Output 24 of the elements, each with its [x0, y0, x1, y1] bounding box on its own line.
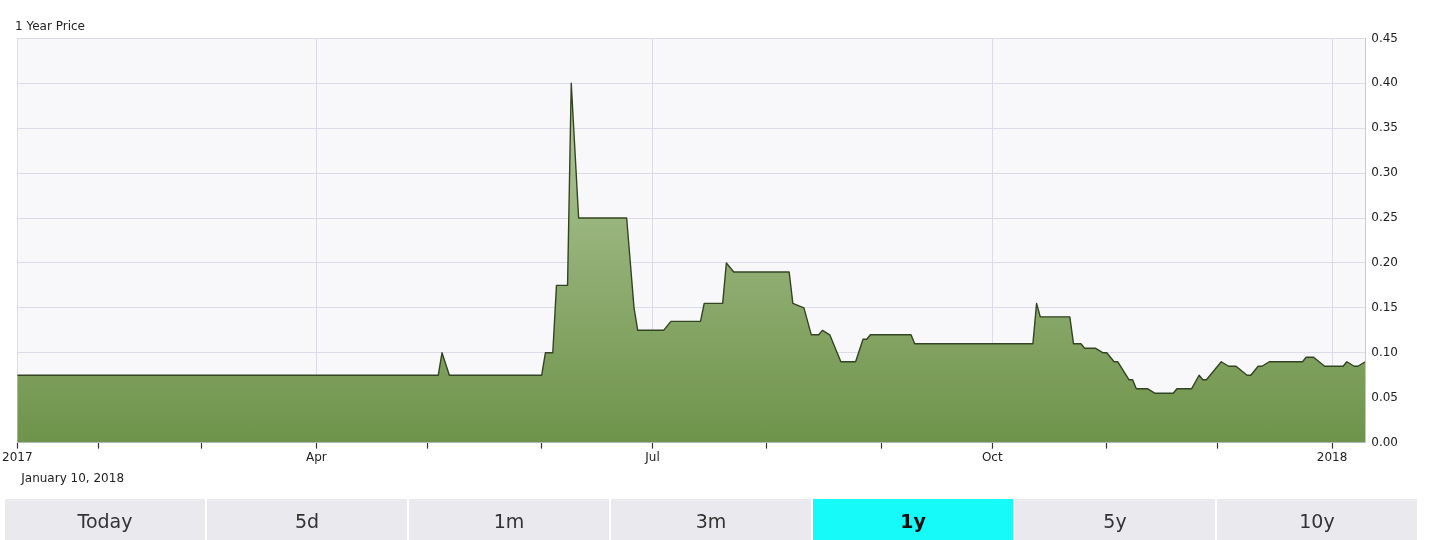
y-tick-label: 0.20 — [1371, 255, 1398, 270]
y-tick-label: 0.10 — [1371, 344, 1398, 359]
range-button: 1y — [813, 499, 1013, 540]
y-tick-label: 0.30 — [1371, 165, 1398, 180]
y-tick-label: 0.05 — [1371, 389, 1398, 404]
y-tick-label: 0.25 — [1371, 210, 1398, 225]
y-tick-label: 0.35 — [1371, 120, 1398, 135]
y-tick-label: 0.00 — [1371, 434, 1398, 449]
y-tick-label: 0.40 — [1371, 75, 1398, 90]
range-button: 5d — [207, 499, 407, 540]
x-tick-label: 2018 — [1316, 449, 1348, 464]
text: January 10, 2018 — [20, 470, 125, 485]
x-tick-label: 2017 — [2, 449, 33, 464]
range-button: 3m — [611, 499, 811, 540]
y-tick-label: 0.45 — [1371, 30, 1398, 45]
range-button: 1m — [409, 499, 609, 540]
x-tick-label: Jul — [644, 449, 660, 464]
x-tick-label: Oct — [981, 449, 1003, 464]
range-button: 10y — [1217, 499, 1417, 540]
chart-title: 1 Year Price — [15, 19, 85, 34]
range-button: Today — [5, 499, 205, 540]
range-button: 5y — [1015, 499, 1215, 540]
y-tick-label: 0.15 — [1371, 299, 1398, 314]
x-tick-label: Apr — [306, 449, 327, 464]
